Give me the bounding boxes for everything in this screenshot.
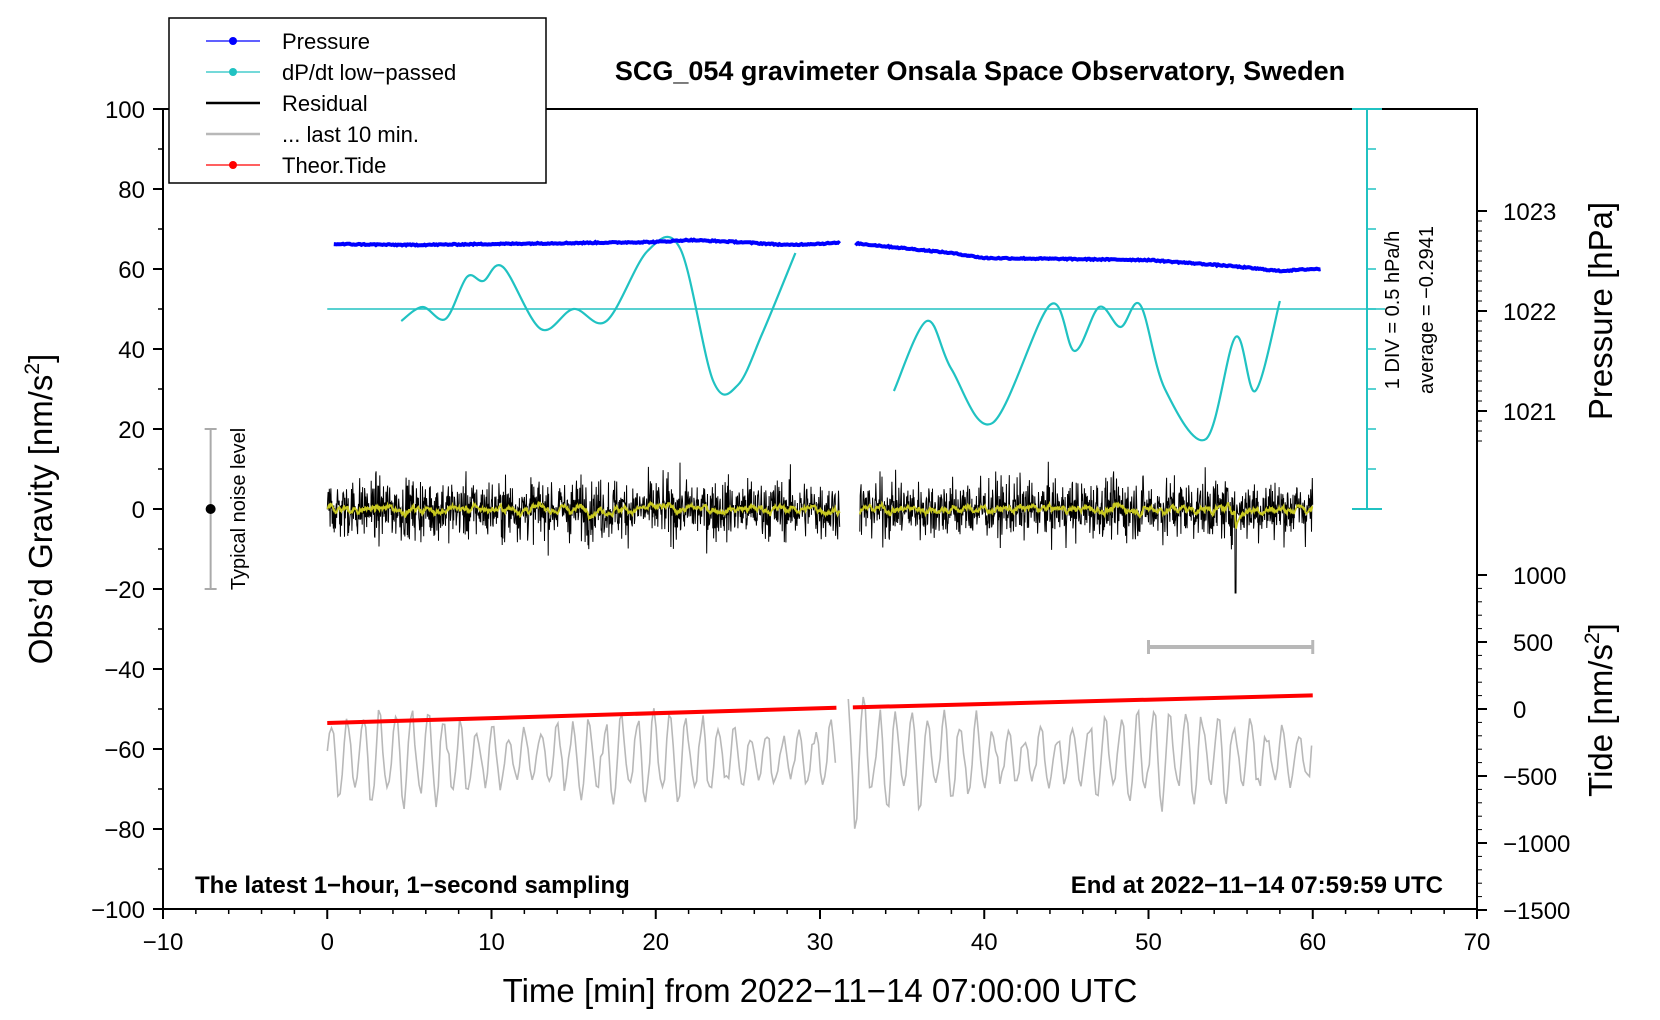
smoothed-residual-series — [326, 500, 1314, 529]
y-axis-label-close: ] — [22, 354, 59, 363]
legend-swatch-dot — [229, 68, 237, 76]
pressure-line — [333, 237, 841, 248]
tide-tick-label: 1000 — [1513, 563, 1566, 590]
legend: Pressure dP/dt low−passed Residual ... last… — [168, 17, 547, 184]
pressure-series — [333, 237, 1321, 274]
y-tick-label: 40 — [118, 337, 145, 364]
legend-label: Theor.Tide — [282, 153, 386, 178]
dpdt-average-label: average = −0.2941 — [1416, 226, 1438, 394]
pressure-line — [854, 240, 1321, 274]
legend-label: dP/dt low−passed — [282, 60, 456, 85]
dpdt-line — [892, 300, 1281, 442]
legend-box — [168, 17, 547, 184]
y-tick-label: −20 — [104, 577, 145, 604]
y-tick-label: 0 — [132, 497, 145, 524]
x-tick-label: −10 — [143, 929, 184, 956]
tide-tick-label: 0 — [1513, 697, 1526, 724]
tide-axis-label: Tide [nm/s2] — [1581, 623, 1619, 797]
legend-label: Pressure — [282, 29, 370, 54]
y-tick-label: −40 — [104, 657, 145, 684]
y-axis-label: Obs’d Gravity [nm/s2] — [21, 354, 59, 665]
y-tick-label: 60 — [118, 257, 145, 284]
pressure-axis-label: Pressure [hPa] — [1582, 202, 1619, 420]
tide-tick-label: −1500 — [1503, 898, 1570, 925]
x-tick-label: 30 — [807, 929, 834, 956]
tide-series — [327, 693, 1313, 725]
x-tick-label: 70 — [1464, 929, 1491, 956]
end-time-annotation: End at 2022−11−14 07:59:59 UTC — [1071, 872, 1443, 899]
y-tick-label: 80 — [118, 177, 145, 204]
last-10-min-series — [326, 696, 1313, 829]
residual-series — [326, 461, 1314, 594]
x-axis-label: Time [min] from 2022−11−14 07:00:00 UTC — [503, 972, 1138, 1009]
dpdt-div-label: 1 DIV = 0.5 hPa/h — [1382, 231, 1404, 389]
chart-title: SCG_054 gravimeter Onsala Space Observat… — [615, 56, 1345, 86]
dpdt-line — [400, 235, 797, 396]
smoothed-line — [858, 500, 1314, 529]
x-tick-label: 20 — [642, 929, 669, 956]
y-tick-label: 20 — [118, 417, 145, 444]
legend-label: ... last 10 min. — [282, 122, 419, 147]
noise-level-label: Typical noise level — [228, 428, 250, 590]
tide-tick-label: −1000 — [1503, 831, 1570, 858]
axes: −10 0 10 20 30 40 50 60 70−100−80−60−40−20020406… — [91, 97, 1570, 956]
x-tick-label: 10 — [478, 929, 505, 956]
y-axis-label-exp: 2 — [21, 363, 44, 375]
tide-axis-label-text: Tide [nm/s — [1582, 644, 1619, 797]
sampling-annotation: The latest 1−hour, 1−second sampling — [195, 872, 630, 899]
y-tick-label: −60 — [104, 737, 145, 764]
noise-bar-center — [205, 504, 216, 514]
residual-line — [326, 462, 841, 556]
y-tick-label: −100 — [91, 897, 145, 924]
smoothed-line — [326, 500, 841, 521]
residual-line — [859, 461, 1314, 594]
tide-line — [852, 693, 1313, 710]
dpdt-series — [327, 108, 1385, 510]
tide-axis-label-exp: 2 — [1581, 632, 1604, 644]
x-tick-label: 40 — [971, 929, 998, 956]
annotations-layer — [204, 428, 1315, 654]
legend-label: Residual — [282, 91, 368, 116]
y-tick-label: −80 — [104, 817, 145, 844]
tide-tick-label: 500 — [1513, 630, 1553, 657]
pressure-tick-label: 1023 — [1503, 199, 1556, 226]
tide-line — [327, 705, 837, 725]
y-axis-label-text: Obs’d Gravity [nm/s — [22, 375, 59, 665]
x-tick-label: 0 — [321, 929, 334, 956]
x-tick-label: 60 — [1299, 929, 1326, 956]
tide-tick-label: −500 — [1503, 764, 1557, 791]
legend-swatch-dot — [229, 161, 237, 169]
pressure-tick-label: 1021 — [1503, 399, 1556, 426]
y-tick-label: 100 — [105, 97, 145, 124]
last-10-min-line — [847, 696, 1313, 829]
tide-axis-label-close: ] — [1582, 623, 1619, 632]
x-tick-label: 50 — [1135, 929, 1162, 956]
pressure-tick-label: 1022 — [1503, 299, 1556, 326]
legend-swatch-dot — [229, 37, 237, 45]
last-10-min-line — [326, 708, 837, 810]
